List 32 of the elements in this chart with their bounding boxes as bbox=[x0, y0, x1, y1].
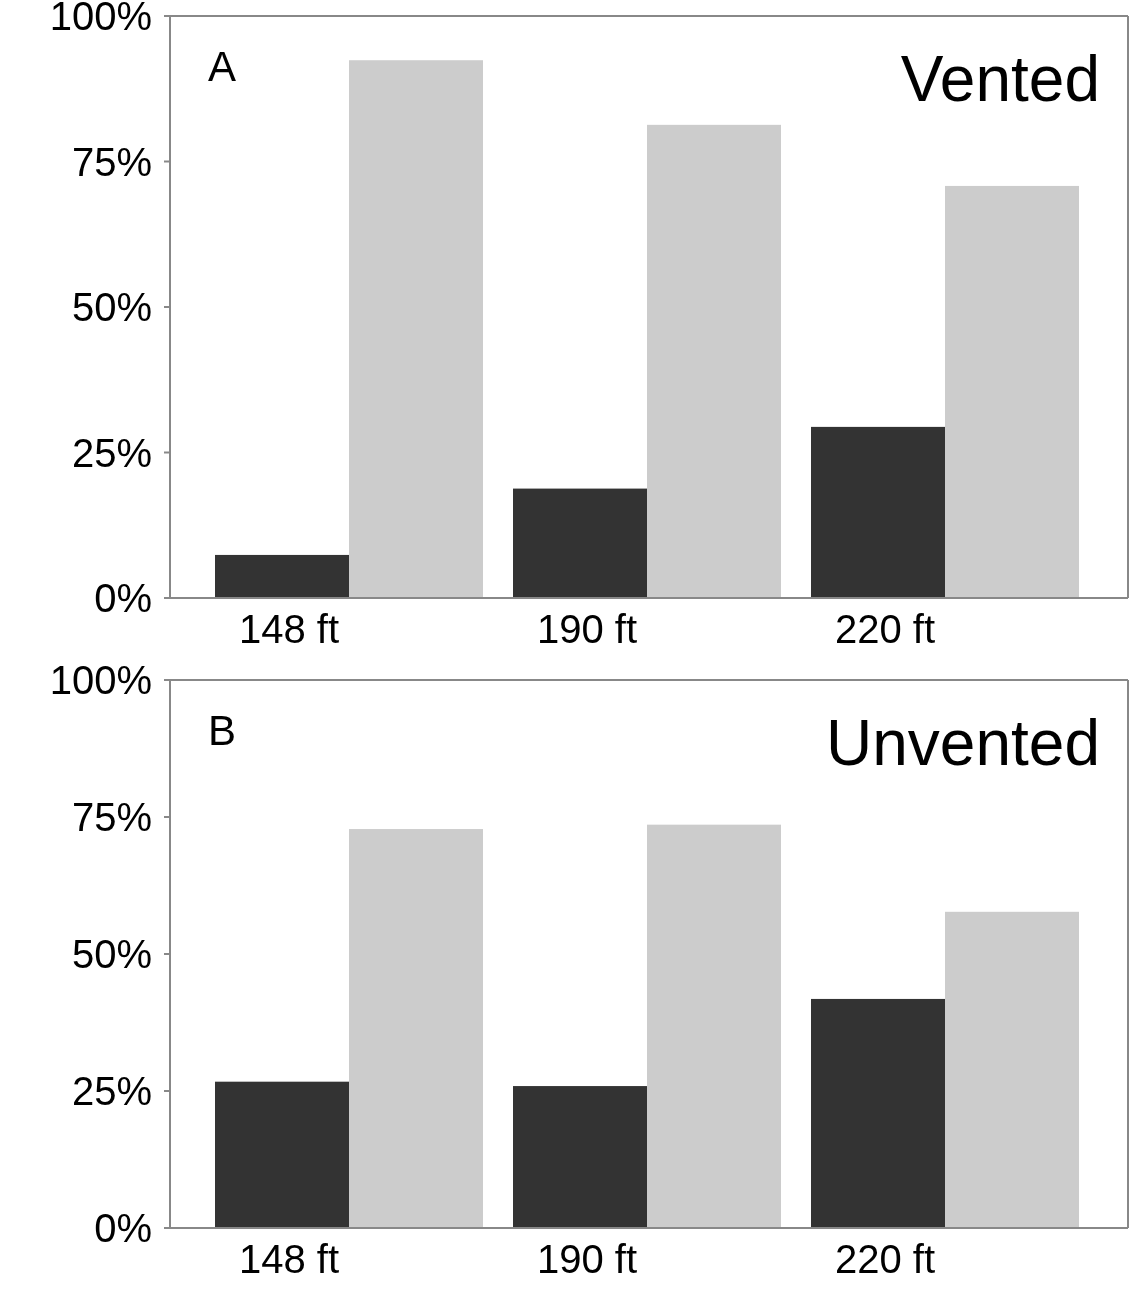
x-tick-label: 148 ft bbox=[238, 607, 340, 651]
y-tick-label: 75% bbox=[71, 795, 152, 839]
bar bbox=[811, 426, 945, 598]
y-tick-label: 50% bbox=[71, 285, 152, 329]
bar bbox=[215, 554, 349, 598]
annotation: B bbox=[208, 707, 237, 754]
bar bbox=[513, 488, 647, 598]
y-tick-label: 100% bbox=[49, 658, 152, 702]
bar bbox=[647, 824, 781, 1228]
x-tick-label: 190 ft bbox=[536, 607, 638, 651]
y-tick-label: 100% bbox=[49, 0, 152, 38]
bar bbox=[349, 60, 483, 598]
y-tick-label: 25% bbox=[71, 430, 152, 475]
bar bbox=[811, 998, 945, 1228]
y-tick-label: 0% bbox=[94, 576, 152, 620]
bar bbox=[945, 185, 1079, 598]
x-tick-label: 190 ft bbox=[536, 1237, 638, 1281]
y-tick-label: 25% bbox=[71, 1069, 152, 1113]
chart-title: Vented bbox=[900, 43, 1100, 115]
bar bbox=[349, 829, 483, 1228]
y-tick-label: 75% bbox=[71, 139, 152, 184]
bar bbox=[945, 911, 1079, 1228]
bar bbox=[513, 1086, 647, 1228]
x-tick-label: 148 ft bbox=[238, 1237, 340, 1281]
x-tick-label: 220 ft bbox=[834, 1237, 936, 1281]
y-tick-label: 0% bbox=[94, 1206, 152, 1250]
bar bbox=[647, 124, 781, 598]
bar bbox=[215, 1081, 349, 1228]
annotation: A bbox=[208, 43, 237, 90]
chart-title: Unvented bbox=[826, 707, 1100, 779]
y-tick-label: 50% bbox=[71, 932, 152, 976]
x-tick-label: 220 ft bbox=[834, 607, 936, 651]
